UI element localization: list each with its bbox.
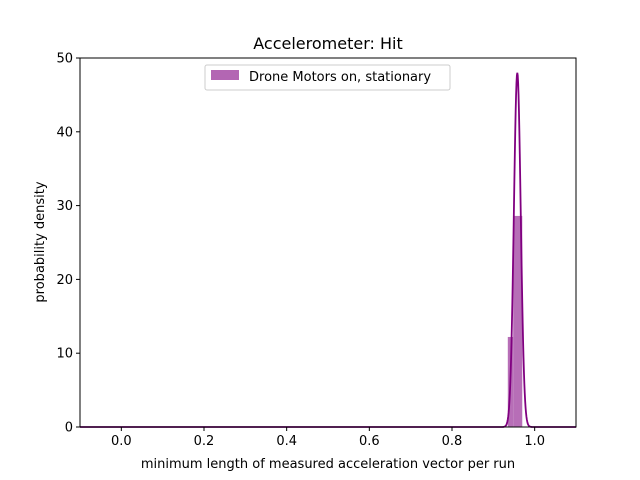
x-tick-label: 0.6 [359, 434, 380, 449]
legend-label: Drone Motors on, stationary [249, 70, 431, 85]
legend-swatch [211, 70, 239, 80]
x-tick-label: 0.0 [111, 434, 132, 449]
y-tick-label: 50 [56, 52, 73, 67]
y-tick-label: 10 [56, 347, 73, 362]
x-tick-label: 0.4 [276, 434, 297, 449]
y-axis-label: probability density [33, 181, 48, 302]
x-tick-label: 1.0 [524, 434, 545, 449]
x-axis-ticks: 0.0 0.2 0.4 0.6 0.8 1.0 [111, 427, 545, 449]
legend: Drone Motors on, stationary [204, 64, 451, 91]
y-tick-label: 30 [56, 199, 73, 214]
plot-frame [79, 57, 577, 428]
x-tick-label: 0.2 [194, 434, 215, 449]
y-axis-ticks: 0 10 20 30 40 50 [56, 52, 80, 436]
x-tick-label: 0.8 [442, 434, 463, 449]
chart-title: Accelerometer: Hit [253, 34, 402, 53]
histogram-bar-1 [513, 215, 523, 427]
y-tick-label: 40 [56, 125, 73, 140]
legend-box [204, 64, 451, 91]
y-tick-label: 20 [56, 273, 73, 288]
x-axis-label: minimum length of measured acceleration … [141, 457, 515, 472]
y-tick-label: 0 [65, 421, 73, 436]
